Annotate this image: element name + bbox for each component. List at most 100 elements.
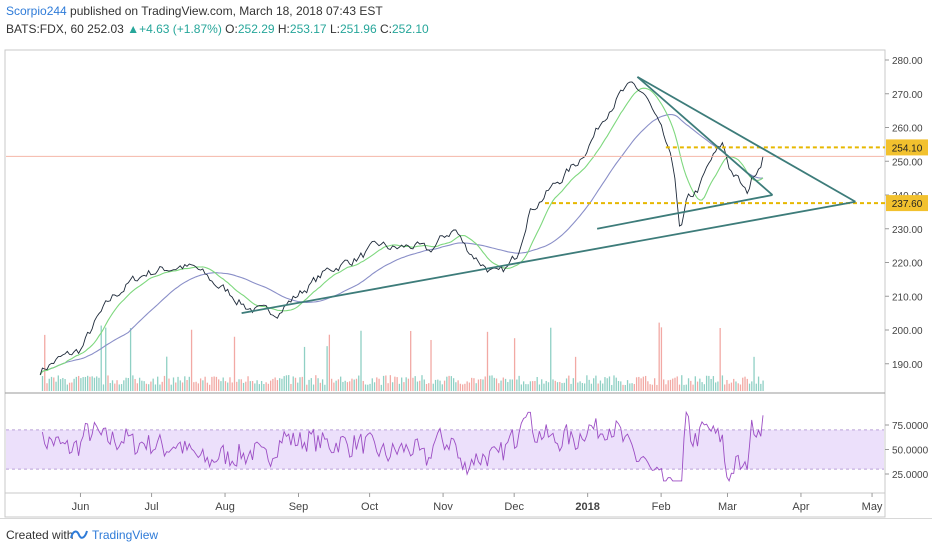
time-axis[interactable]: JunJulAugSepOctNovDec2018FebMarAprMayJun (72, 493, 932, 513)
volume-bar (482, 379, 484, 391)
tradingview-logo-icon[interactable] (70, 527, 88, 541)
volume-bar (667, 380, 669, 391)
volume-bar (631, 383, 633, 391)
volume-bar (340, 376, 342, 391)
volume-bar (342, 381, 344, 391)
volume-bar (755, 383, 757, 391)
volume-bar (504, 378, 507, 391)
volume-bar (559, 381, 561, 391)
footer-bar: Created with TradingView (0, 518, 932, 551)
volume-bar (685, 384, 687, 391)
volume-bar (410, 330, 412, 391)
volume-bar (516, 379, 518, 391)
volume-bar (391, 382, 394, 391)
volume-bar (437, 379, 439, 391)
volume-bar (656, 384, 658, 391)
volume-bar (371, 378, 373, 391)
volume-bar (599, 380, 602, 391)
volume-bar (441, 384, 443, 391)
volume-bar (746, 378, 748, 391)
volume-bar (595, 375, 597, 391)
published-text: published on TradingView.com, March 18, … (66, 4, 383, 18)
volume-bar (674, 377, 676, 391)
volume-bar (425, 383, 428, 391)
volume-bar (665, 384, 667, 391)
sma-fast (39, 87, 764, 376)
volume-bar (62, 377, 64, 391)
volume-bar (398, 383, 401, 391)
price-change: +4.63 (+1.87%) (139, 22, 222, 36)
volume-bar (82, 377, 84, 391)
volume-bar (118, 384, 120, 391)
volume-bar (44, 334, 46, 391)
volume-bar (55, 381, 57, 391)
trendlines[interactable] (241, 76, 856, 315)
volume-bar (57, 375, 59, 391)
horizontal-levels[interactable] (544, 146, 885, 205)
volume-bar (326, 346, 328, 391)
volume-bar (728, 383, 730, 391)
close-value: 252.10 (392, 22, 429, 36)
price-tick-label: 260.00 (892, 124, 923, 135)
volume-bar (455, 382, 457, 391)
volume-bar (705, 375, 708, 391)
volume-bar (382, 375, 385, 391)
volume-bar (260, 380, 263, 391)
volume-bar (269, 380, 272, 391)
volume-bar (633, 383, 635, 391)
wedge-upper-line (636, 76, 774, 196)
volume-bar (299, 377, 301, 391)
volume-bar (654, 378, 656, 391)
volume-bar (459, 383, 462, 391)
created-with-text: Created with (6, 528, 74, 542)
volume-bar (77, 375, 80, 391)
volume-bar (303, 346, 306, 391)
volume-bar (649, 384, 651, 391)
volume-bar (407, 378, 410, 391)
last-price: 252.03 (87, 22, 124, 36)
author-link[interactable]: Scorpio244 (6, 4, 67, 18)
price-chart[interactable]: 280.00270.00260.00250.00240.00230.00220.… (0, 0, 932, 518)
volume-bar (138, 377, 141, 391)
high-value: 253.17 (289, 22, 327, 36)
volume-bar (703, 384, 705, 391)
volume-bar (66, 384, 68, 391)
volume-bar (547, 382, 550, 391)
volume-bar (439, 380, 441, 391)
volume-bar (161, 381, 163, 391)
price-tick-label: 270.00 (892, 90, 923, 101)
volume-bar (428, 383, 430, 391)
volume-bar (290, 383, 292, 391)
volume-bar (608, 376, 611, 391)
price-badge-label: 237.60 (892, 199, 923, 210)
volume-bar (541, 379, 543, 391)
price-line (39, 81, 764, 376)
time-tick-label: May (862, 501, 883, 513)
volume-bar (588, 379, 590, 391)
volume-bar (229, 377, 231, 391)
volume-bar (432, 383, 434, 391)
low-value: 251.96 (339, 22, 377, 36)
volume-bar (760, 383, 762, 391)
volume-bar (283, 376, 285, 391)
volume-bar (660, 327, 663, 391)
low-label: L: (329, 22, 340, 36)
volume-bar (489, 375, 491, 391)
volume-bar (100, 325, 102, 391)
price-badge-bg (886, 139, 928, 156)
volume-bar (335, 380, 337, 391)
rsi-axis[interactable]: 75.0000 50.0000 25.0000 (885, 421, 929, 481)
volume-bar (274, 377, 276, 391)
volume-bar (177, 376, 179, 391)
symbol-label: BATS:FDX, 60 (6, 22, 84, 36)
volume-bar (288, 375, 290, 391)
volume-bar (520, 384, 523, 391)
price-axis[interactable]: 280.00270.00260.00250.00240.00230.00220.… (885, 56, 923, 371)
volume-bar (315, 375, 317, 391)
volume-bar (136, 383, 139, 391)
volume-bar (683, 384, 685, 391)
volume-bar (127, 377, 129, 391)
price-badges: 254.10 237.60 (886, 139, 928, 212)
time-tick-label: Nov (433, 501, 453, 513)
tradingview-brand[interactable]: TradingView (92, 528, 159, 542)
